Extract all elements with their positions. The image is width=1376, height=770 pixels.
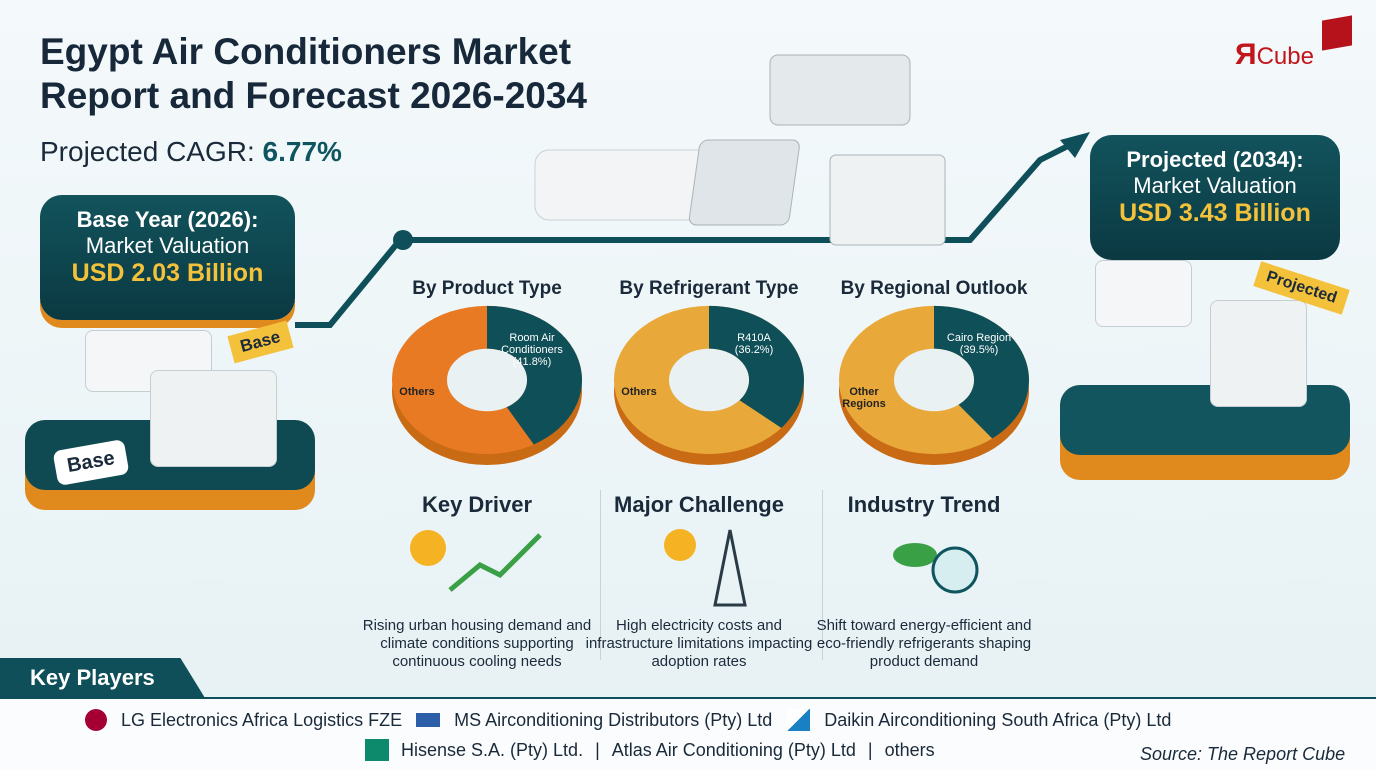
players-row: Hisense S.A. (Pty) Ltd. | Atlas Air Condi…	[365, 739, 935, 761]
separator: |	[595, 739, 600, 760]
source: Source: The Report Cube	[1140, 744, 1346, 764]
logo-mark: Я	[1235, 38, 1257, 71]
cassette-unit	[688, 139, 800, 226]
slice-label: Room Air Conditioners (41.8%)	[492, 332, 572, 368]
players-row: LG Electronics Africa Logistics FZE MS A…	[85, 709, 1171, 731]
segment-title: By Product Type	[412, 278, 562, 299]
base-card: Base Year (2026): Market Valuation USD 2…	[40, 195, 295, 320]
logo: ЯCube	[1235, 38, 1314, 72]
slice-value: (41.8%)	[512, 356, 552, 368]
donut	[614, 305, 804, 466]
title-line: Egypt Air Conditioners Market	[40, 31, 572, 72]
node	[393, 230, 413, 250]
card-title: Base Year (2026):	[76, 207, 259, 232]
donut-slice	[934, 305, 1029, 439]
insight-text: High electricity costs and infrastructur…	[585, 617, 813, 670]
card-title: Projected (2034):	[1126, 147, 1304, 172]
donut-hole	[447, 348, 527, 412]
slice-value: (36.2%)	[734, 344, 774, 356]
sun-icon	[410, 530, 446, 566]
title-line: Report and Forecast 2026-2034	[40, 75, 588, 116]
card-value: USD 3.43 Billion	[1119, 199, 1311, 227]
logo-text: Cube	[1256, 43, 1314, 70]
tower-icon	[713, 529, 747, 607]
cagr-value: 6.77%	[262, 136, 342, 167]
player: MS Airconditioning Distributors (Pty) Lt…	[454, 709, 773, 730]
player: others	[884, 739, 935, 760]
slice-value: (39.5%)	[959, 344, 999, 356]
card-value: USD 2.03 Billion	[71, 259, 264, 287]
insight-title: Major Challenge	[614, 492, 784, 517]
donut	[839, 305, 1029, 466]
slice-label: Cairo Region (39.5%)	[939, 332, 1019, 356]
trend-icon	[448, 533, 542, 592]
projected-card: Projected (2034): Market Valuation USD 3…	[1090, 135, 1340, 260]
player: Hisense S.A. (Pty) Ltd.	[401, 739, 584, 760]
coin-icon	[664, 529, 696, 561]
decor	[25, 54, 1350, 660]
ac-unit	[1210, 300, 1307, 407]
leaf-icon	[893, 543, 937, 567]
cagr: Projected CAGR: 6.77%	[40, 136, 342, 168]
donut-hole	[894, 348, 974, 412]
title: Egypt Air Conditioners Market Report and …	[40, 30, 587, 118]
donut	[392, 305, 582, 466]
player: Daikin Airconditioning South Africa (Pty…	[824, 709, 1172, 730]
ac-unit	[150, 370, 277, 467]
other-label: Other Regions	[842, 386, 886, 410]
divider	[822, 490, 823, 660]
hisense-icon	[365, 739, 389, 761]
slice-name: Room Air Conditioners	[501, 332, 563, 356]
donut-hole	[669, 348, 749, 412]
divider	[600, 490, 601, 660]
lg-icon	[85, 709, 107, 731]
player: Atlas Air Conditioning (Pty) Ltd	[611, 739, 856, 760]
ac-unit	[1095, 260, 1192, 327]
slice-name: R410A	[737, 332, 771, 344]
footer	[0, 697, 1376, 770]
slice-name: Cairo Region	[946, 332, 1012, 344]
donut-slice	[487, 305, 582, 445]
insight-text: Shift toward energy-efficient and eco-fr…	[816, 617, 1032, 670]
player: LG Electronics Africa Logistics FZE	[121, 709, 403, 730]
insight-title: Industry Trend	[847, 492, 1001, 517]
card-subtitle: Market Valuation	[1133, 173, 1297, 198]
insight-title: Key Driver	[421, 492, 533, 517]
other-label: Others	[399, 386, 435, 398]
other-label: Others	[621, 386, 657, 398]
donut-group	[614, 305, 804, 466]
cagr-label: Projected CAGR:	[40, 136, 255, 167]
fan-icon	[931, 546, 979, 594]
donut-slice	[709, 305, 804, 428]
key-players-title: Key Players	[0, 658, 205, 698]
donut-group	[392, 305, 582, 466]
daikin-icon	[786, 709, 811, 731]
arrow-head	[1060, 132, 1090, 158]
separator: |	[867, 739, 873, 760]
donut-group	[839, 305, 1029, 466]
cassette-unit	[769, 54, 911, 126]
window-unit	[829, 154, 946, 246]
segment-title: By Regional Outlook	[840, 278, 1028, 299]
insight-text: Rising urban housing demand and climate …	[362, 617, 592, 670]
slice-label: R410A (36.2%)	[714, 332, 794, 356]
segment-title: By Refrigerant Type	[619, 278, 799, 299]
ms-icon	[416, 713, 441, 727]
card-subtitle: Market Valuation	[85, 233, 250, 258]
